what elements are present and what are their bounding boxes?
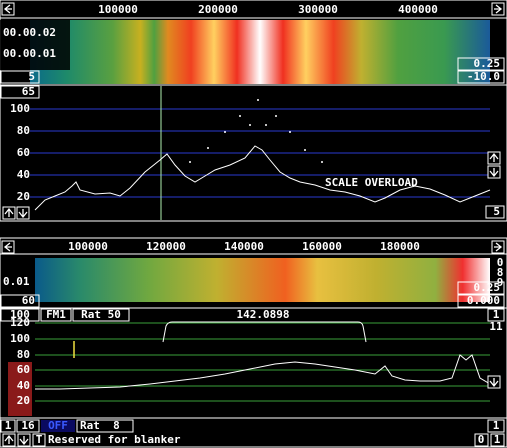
arrow-icon[interactable] [489, 152, 499, 162]
spectrum-avg[interactable]: 5 [493, 205, 500, 218]
control[interactable]: 100 [10, 308, 30, 321]
control-box[interactable] [0, 308, 40, 322]
status[interactable]: 1 [494, 433, 501, 446]
y-label: 100 [10, 332, 30, 345]
y-label: 100 [10, 102, 30, 115]
grid [35, 322, 490, 402]
zero-box[interactable] [457, 294, 505, 308]
status[interactable]: 1 [5, 419, 12, 432]
label-bg [0, 20, 70, 70]
waterfall-gain[interactable]: 0.25 [474, 57, 501, 70]
control-box[interactable] [72, 308, 130, 322]
arrow-icon[interactable] [18, 209, 28, 219]
control-box[interactable] [41, 420, 75, 432]
arrow-icon[interactable] [494, 242, 503, 252]
freq-label: 200000 [198, 3, 238, 16]
control[interactable]: 1 [493, 308, 500, 321]
zero-box[interactable] [457, 70, 505, 84]
arrow-icon[interactable] [4, 434, 14, 444]
time-label: 0.01 [3, 275, 30, 288]
y-label: 80 [17, 124, 30, 137]
overload-dots [189, 99, 323, 163]
waterfall-zero[interactable]: -10.0 [467, 70, 500, 83]
freq-label: 100000 [98, 3, 138, 16]
y-label: 20 [17, 394, 30, 407]
waterfall [35, 258, 490, 302]
digit: 8 [497, 266, 504, 279]
freq-label: 400000 [398, 3, 438, 16]
status[interactable]: OFF [48, 419, 68, 432]
arrow-icon[interactable] [3, 4, 12, 14]
status[interactable]: 1 [493, 419, 500, 432]
y-label: 120 [10, 316, 30, 329]
arrow-icon[interactable] [19, 436, 29, 446]
gain-box[interactable] [457, 281, 505, 295]
waterfall [30, 20, 490, 84]
freq-label: 300000 [298, 3, 338, 16]
frequency: 142.0898 [237, 308, 290, 321]
arrow-icon[interactable] [489, 378, 499, 388]
control: 11 [489, 320, 503, 333]
freq-label: 100000 [68, 240, 108, 253]
freq-label: 120000 [146, 240, 186, 253]
arrow-icon[interactable] [3, 242, 12, 252]
spectrum-top[interactable]: 65 [22, 85, 35, 98]
control-box[interactable] [487, 419, 505, 433]
waterfall-avg[interactable]: 60 [22, 294, 35, 307]
arrow-icon[interactable] [489, 168, 499, 178]
waterfall-zero[interactable]: 0.000 [467, 294, 500, 307]
avg-box[interactable] [485, 205, 505, 219]
arrow-icon[interactable] [494, 4, 503, 14]
y-label: 40 [17, 379, 30, 392]
control-box[interactable] [490, 433, 505, 447]
blanker-label: Reserved for blanker [48, 433, 181, 446]
status[interactable]: 16 [21, 419, 35, 432]
waterfall-avg[interactable]: 5 [28, 70, 35, 83]
control-box[interactable] [76, 419, 134, 433]
freq-label: 140000 [224, 240, 264, 253]
control-box[interactable] [0, 419, 16, 433]
control-box[interactable] [40, 308, 72, 322]
y-label: 40 [17, 168, 30, 181]
digit: 0 [497, 256, 504, 269]
waterfall-gain[interactable]: 0.25 [474, 281, 501, 294]
avg-box[interactable] [0, 70, 40, 84]
t-button-label[interactable]: T [36, 433, 43, 446]
status[interactable]: Rat 8 [80, 419, 120, 432]
control-box[interactable] [16, 419, 40, 433]
y-label: 60 [17, 363, 30, 376]
spectrum-curve [35, 354, 491, 390]
freq-label: 180000 [380, 240, 420, 253]
bottom-frame [0, 237, 507, 448]
top-frame [0, 0, 507, 222]
time-label: 00.00.02 [3, 26, 56, 39]
grid [30, 108, 490, 198]
spectrum-curve [34, 145, 491, 211]
t-button[interactable] [32, 433, 46, 447]
control-box[interactable] [474, 433, 489, 447]
time-label: 00.00.01 [3, 47, 56, 60]
y-label: 80 [17, 348, 30, 361]
status[interactable]: 0 [478, 433, 485, 446]
gain-box[interactable] [457, 57, 505, 71]
y-label: 20 [17, 190, 30, 203]
arrow-icon[interactable] [4, 207, 14, 217]
filter-shape [162, 321, 367, 343]
control[interactable]: Rat 50 [81, 308, 121, 321]
y-label: 60 [17, 146, 30, 159]
overload-text: SCALE OVERLOAD [325, 176, 418, 189]
control[interactable]: FM1 [46, 308, 66, 321]
level-bar [8, 362, 32, 416]
top-box[interactable] [0, 85, 40, 99]
control-box[interactable] [487, 308, 505, 322]
freq-label: 160000 [302, 240, 342, 253]
avg-box[interactable] [0, 294, 40, 308]
